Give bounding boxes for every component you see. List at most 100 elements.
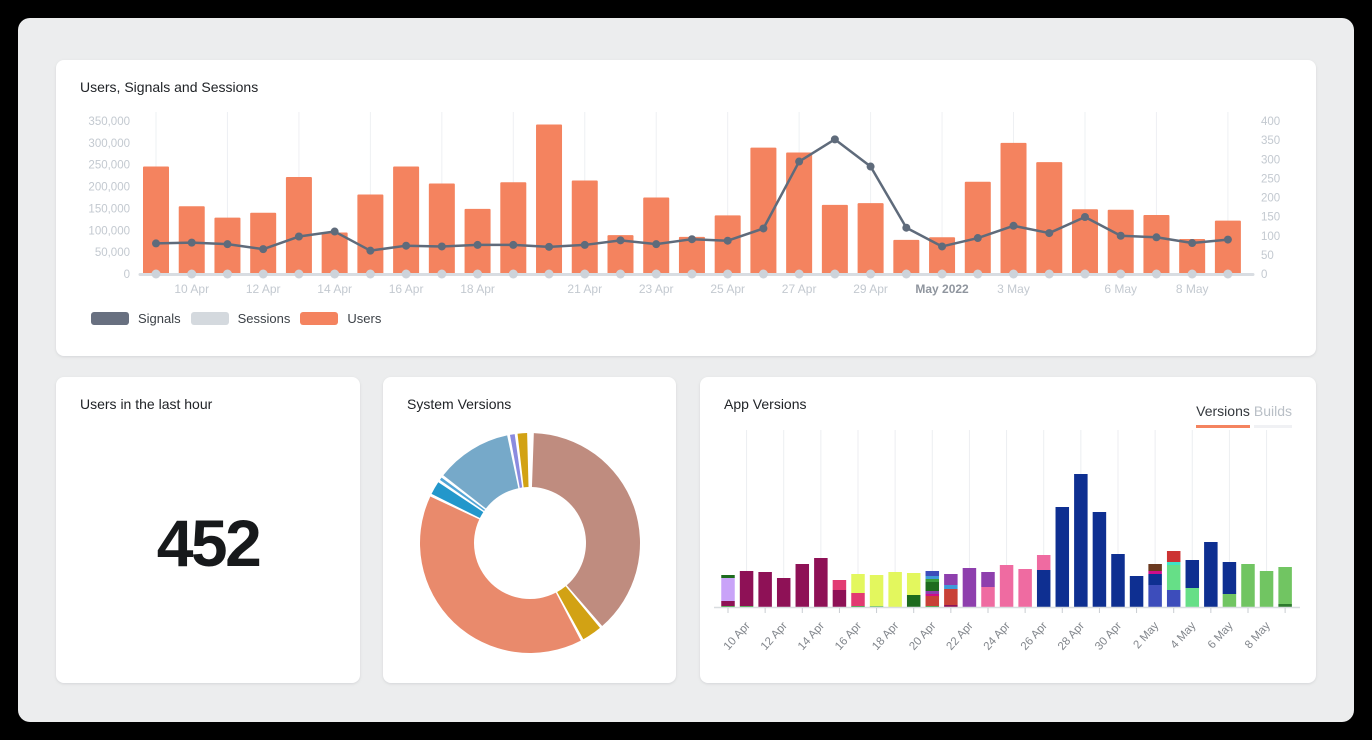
version-bar-segment <box>776 578 791 607</box>
version-bar-segment <box>906 595 921 607</box>
users-bar <box>857 203 884 274</box>
right-axis-label: 300 <box>1261 154 1280 166</box>
right-axis-label: 350 <box>1261 135 1280 147</box>
x-axis-label: 26 Apr <box>1019 620 1050 653</box>
x-axis-label: 8 May <box>1243 620 1273 651</box>
version-bar-segment <box>721 578 735 601</box>
users-last-hour-title: Users in the last hour <box>80 396 213 412</box>
version-bar-segment <box>1166 565 1181 590</box>
users-bar <box>1071 209 1098 274</box>
x-axis-label: 27 Apr <box>782 282 817 296</box>
sessions-point <box>937 269 947 279</box>
x-axis-label: 20 Apr <box>907 620 938 653</box>
tab-versions[interactable]: Versions <box>1196 403 1250 428</box>
signals-point <box>437 242 446 251</box>
version-bar-segment <box>925 596 940 606</box>
dashboard-canvas: Users, Signals and Sessions 0 50,000 100,0… <box>18 18 1354 722</box>
signals-line <box>155 138 1229 252</box>
sessions-point <box>258 269 268 279</box>
version-bar-segment <box>925 582 940 591</box>
x-axis-label: 12 Apr <box>246 282 281 296</box>
x-axis-label: 25 Apr <box>710 282 745 296</box>
legend-label: Signals <box>138 311 181 326</box>
users-last-hour-card: Users in the last hour 452 <box>56 377 360 683</box>
left-axis-label: 150,000 <box>88 203 130 215</box>
version-bar-segment <box>925 606 940 607</box>
main-chart-legend: Signals Sessions Users <box>91 311 391 326</box>
sessions-point <box>758 269 768 279</box>
users-bar <box>536 124 563 274</box>
version-bar-segment <box>1204 542 1218 607</box>
system-versions-card: System Versions <box>383 377 676 683</box>
x-axis-label: 21 Apr <box>567 282 602 296</box>
version-bar-segment <box>721 601 735 606</box>
signals-point <box>723 236 732 245</box>
users-bar <box>786 152 813 274</box>
version-bar-segment <box>1074 474 1088 607</box>
donut-segment-salmon <box>420 496 581 653</box>
version-bar-segment <box>814 558 828 607</box>
users-bar <box>1179 239 1206 274</box>
version-bar-segment <box>1148 571 1162 574</box>
signals-point <box>1116 231 1125 240</box>
left-axis-label: 200,000 <box>88 182 130 194</box>
sessions-point <box>1044 269 1054 279</box>
version-bar-segment <box>925 576 940 579</box>
version-bar-segment <box>944 574 958 585</box>
sessions-point <box>973 269 983 279</box>
signals-point <box>1152 233 1161 242</box>
signals-point <box>1223 235 1232 244</box>
main-chart-title: Users, Signals and Sessions <box>80 79 259 95</box>
right-axis-label: 400 <box>1261 116 1280 128</box>
signals-point <box>1045 229 1054 238</box>
version-bar-segment <box>1185 560 1200 588</box>
sessions-point <box>365 269 375 279</box>
left-axis-label: 250,000 <box>88 160 130 172</box>
donut-segment-periwinkle <box>509 434 523 488</box>
signals-point <box>830 135 839 144</box>
signals-point <box>938 242 947 251</box>
donut-segment-rosy-brown <box>531 433 640 627</box>
left-axis-label: 0 <box>124 269 130 281</box>
signals-point <box>1188 239 1197 248</box>
version-bar-segment <box>962 568 977 607</box>
users-bar <box>821 204 848 274</box>
sessions-point <box>330 269 340 279</box>
sessions-point <box>1116 269 1126 279</box>
x-axis-label: 2 May <box>1131 620 1161 651</box>
signals-point <box>294 232 303 241</box>
users-signals-sessions-card: Users, Signals and Sessions 0 50,000 100,0… <box>56 60 1316 356</box>
users-bar <box>571 180 598 274</box>
tab-builds[interactable]: Builds <box>1253 403 1292 428</box>
signals-point <box>259 245 268 254</box>
donut-segment-steel-blue <box>443 435 519 509</box>
app-versions-chart: 10 Apr 12 Apr 14 Apr 16 Apr 18 Apr 20 Apr 22 A… <box>714 430 1300 653</box>
version-bar-segment <box>1241 564 1255 607</box>
signals-swatch <box>91 312 129 325</box>
version-bar-segment <box>721 575 735 578</box>
legend-item-sessions[interactable]: Sessions <box>190 311 290 326</box>
signals-point <box>687 235 696 244</box>
x-axis-label: 14 Apr <box>796 620 827 653</box>
app-versions-tabs: Versions Builds <box>1196 403 1292 428</box>
x-axis-label: 18 Apr <box>870 620 901 653</box>
legend-item-signals[interactable]: Signals <box>91 311 181 326</box>
users-bar <box>321 232 348 274</box>
x-axis-label: 16 Apr <box>389 282 424 296</box>
users-bar <box>1107 209 1134 274</box>
version-bar-segment <box>906 573 921 595</box>
signals-point <box>1009 221 1018 230</box>
version-bar-segment <box>944 585 958 589</box>
sessions-point <box>1223 269 1233 279</box>
signals-point <box>652 240 661 249</box>
sessions-swatch <box>190 312 229 325</box>
version-bar-segment <box>999 565 1014 607</box>
right-axis-label: 0 <box>1261 269 1267 281</box>
sessions-point <box>508 269 518 279</box>
right-axis-label: 200 <box>1261 193 1280 205</box>
left-axis-label: 100,000 <box>88 225 130 237</box>
version-bar-segment <box>1166 551 1181 562</box>
legend-item-users[interactable]: Users <box>300 311 381 326</box>
version-bar-segment <box>944 589 958 605</box>
signals-point <box>1080 213 1089 222</box>
